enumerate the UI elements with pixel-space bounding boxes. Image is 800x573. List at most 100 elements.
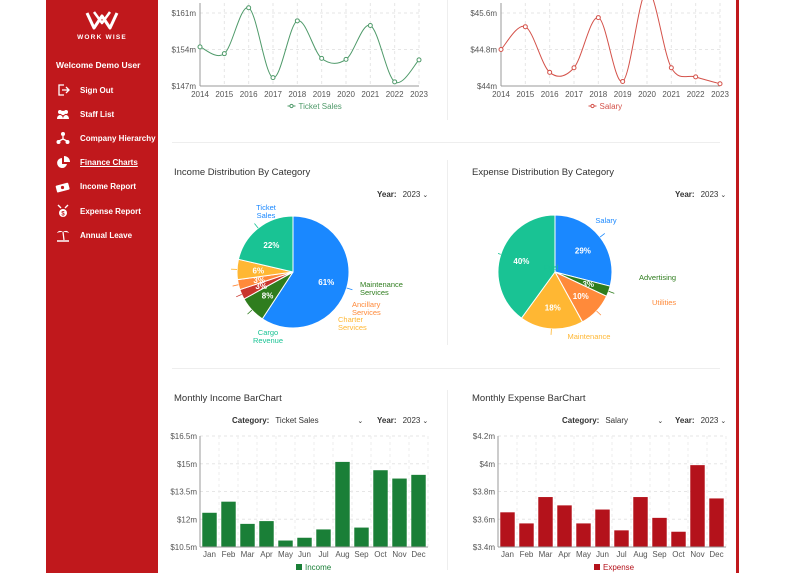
- x-tick-label: 2022: [386, 90, 404, 99]
- slice-category-label: Advertising: [639, 273, 676, 282]
- bar: [709, 498, 724, 547]
- bar: [557, 505, 572, 547]
- window-left-margin: [0, 0, 46, 573]
- nav-expense-report[interactable]: $ Expense Report: [54, 199, 158, 223]
- data-point: [522, 24, 528, 30]
- x-tick-label: 2016: [240, 90, 258, 99]
- pie-slice: [237, 215, 294, 273]
- x-tick-label: 2023: [711, 90, 729, 99]
- slice-category-label: Ancillary: [352, 300, 381, 309]
- sidebar: WORK WISE Welcome Demo User Sign Out Sta…: [46, 0, 158, 573]
- data-point: [294, 18, 300, 24]
- nav-sign-out[interactable]: Sign Out: [54, 78, 158, 102]
- data-point: [392, 79, 398, 85]
- nav-label: Staff List: [80, 109, 115, 119]
- expense-bar-year-select[interactable]: Year: 2023 ⌄: [675, 416, 726, 425]
- nav-label: Company Hierarchy: [80, 133, 156, 143]
- bar: [259, 521, 274, 547]
- bar: [278, 540, 293, 547]
- data-point: [197, 44, 203, 50]
- y-tick-label: $161m: [172, 9, 197, 18]
- expense-pie-chart: 29% Salary 3% Advertising 10% Utilities 18% Mai…: [498, 214, 676, 341]
- x-tick-label: 2022: [687, 90, 705, 99]
- x-tick-label: Nov: [392, 550, 406, 559]
- nav-income-report[interactable]: Income Report: [54, 175, 158, 199]
- y-tick-label: $4.2m: [473, 432, 496, 441]
- window-right-margin: [739, 0, 800, 573]
- nav-annual-leave[interactable]: Annual Leave: [54, 223, 158, 247]
- x-tick-label: Dec: [709, 550, 723, 559]
- income-category-select[interactable]: Category: Ticket Sales ⌄: [232, 416, 363, 425]
- row-divider: [172, 142, 720, 143]
- chevron-down-icon: ⌄: [657, 417, 664, 425]
- slice-category-label: Utilities: [652, 298, 676, 307]
- x-tick-label: Mar: [539, 550, 553, 559]
- main-content: $161m $154m $147m 2014 2015 2016 2017 2018 2019 2…: [158, 0, 736, 573]
- y-tick-label: $3.8m: [473, 488, 496, 497]
- expense-bar-title: Monthly Expense BarChart: [472, 393, 586, 404]
- data-point: [343, 56, 349, 62]
- slice-category-label: Services: [338, 323, 367, 332]
- sign-out-icon: [54, 83, 72, 97]
- slice-category-label: Cargo: [258, 328, 278, 337]
- slice-percent-label: 8%: [262, 292, 274, 301]
- nav-label: Annual Leave: [80, 230, 133, 240]
- bar: [392, 478, 407, 547]
- slice-category-label: Salary: [595, 216, 617, 225]
- nav-company-hierarchy[interactable]: Company Hierarchy: [54, 126, 158, 150]
- label-leader-line: [608, 290, 615, 294]
- pie-slice: [261, 215, 350, 329]
- pie-chart-icon: [54, 155, 72, 170]
- x-tick-label: 2017: [264, 90, 282, 99]
- x-tick-label: Sep: [354, 550, 369, 559]
- bar: [633, 497, 648, 547]
- slice-category-label: Services: [352, 308, 381, 317]
- x-tick-label: Oct: [374, 550, 387, 559]
- column-divider: [447, 390, 448, 570]
- x-tick-label: 2023: [410, 90, 428, 99]
- y-tick-label: $147m: [172, 82, 197, 91]
- nav-staff-list[interactable]: Staff List: [54, 102, 158, 126]
- year-label: Year:: [675, 190, 695, 199]
- x-tick-label: 2018: [589, 90, 607, 99]
- nav-finance-charts[interactable]: Finance Charts: [54, 151, 158, 175]
- bar: [411, 474, 426, 547]
- income-bar-year-select[interactable]: Year: 2023 ⌄: [377, 416, 428, 425]
- pie-slice: [498, 214, 556, 319]
- slice-category-label: Revenue: [253, 336, 283, 345]
- y-tick-label: $16.5m: [170, 432, 197, 441]
- y-tick-label: $12m: [177, 515, 197, 524]
- x-tick-label: May: [278, 550, 293, 559]
- x-tick-label: 2021: [361, 90, 379, 99]
- x-tick-label: Apr: [558, 550, 571, 559]
- slice-category-label: Ticket: [256, 203, 277, 212]
- income-bar-title: Monthly Income BarChart: [174, 393, 282, 404]
- legend-marker: [289, 103, 294, 109]
- chevron-down-icon: ⌄: [720, 417, 727, 425]
- bar: [614, 530, 629, 547]
- slice-percent-label: 3%: [253, 276, 265, 285]
- expense-pie-year-select[interactable]: Year: 2023 ⌄: [675, 190, 726, 199]
- slice-percent-label: 18%: [545, 303, 561, 312]
- bar: [354, 527, 369, 547]
- label-leader-line: [232, 284, 239, 287]
- x-tick-label: Feb: [520, 550, 534, 559]
- income-pie-year-select[interactable]: Year: 2023 ⌄: [377, 190, 428, 199]
- legend-marker: [590, 103, 595, 109]
- x-tick-label: 2014: [191, 90, 209, 99]
- income-pie-chart: 61%TicketSales8%MaintenanceServices3%3%A…: [231, 203, 403, 345]
- nav-label: Finance Charts: [80, 158, 138, 168]
- income-bar-chart: $16.5m $15m $13.5m $12m $10.5m Jan Feb Mar Apr Ma…: [170, 432, 429, 572]
- nav-label: Expense Report: [80, 206, 141, 216]
- bar: [221, 501, 236, 547]
- bar: [576, 523, 591, 547]
- category-label: Category:: [232, 416, 270, 425]
- year-value: 2023: [402, 416, 421, 425]
- expense-category-select[interactable]: Category: Salary ⌄: [562, 416, 663, 425]
- expense-pie-title: Expense Distribution By Category: [472, 167, 615, 178]
- slice-category-label: Maintenance: [360, 280, 403, 289]
- nav-label: Sign Out: [80, 85, 114, 95]
- year-label: Year:: [377, 416, 397, 425]
- label-leader-line: [498, 253, 501, 255]
